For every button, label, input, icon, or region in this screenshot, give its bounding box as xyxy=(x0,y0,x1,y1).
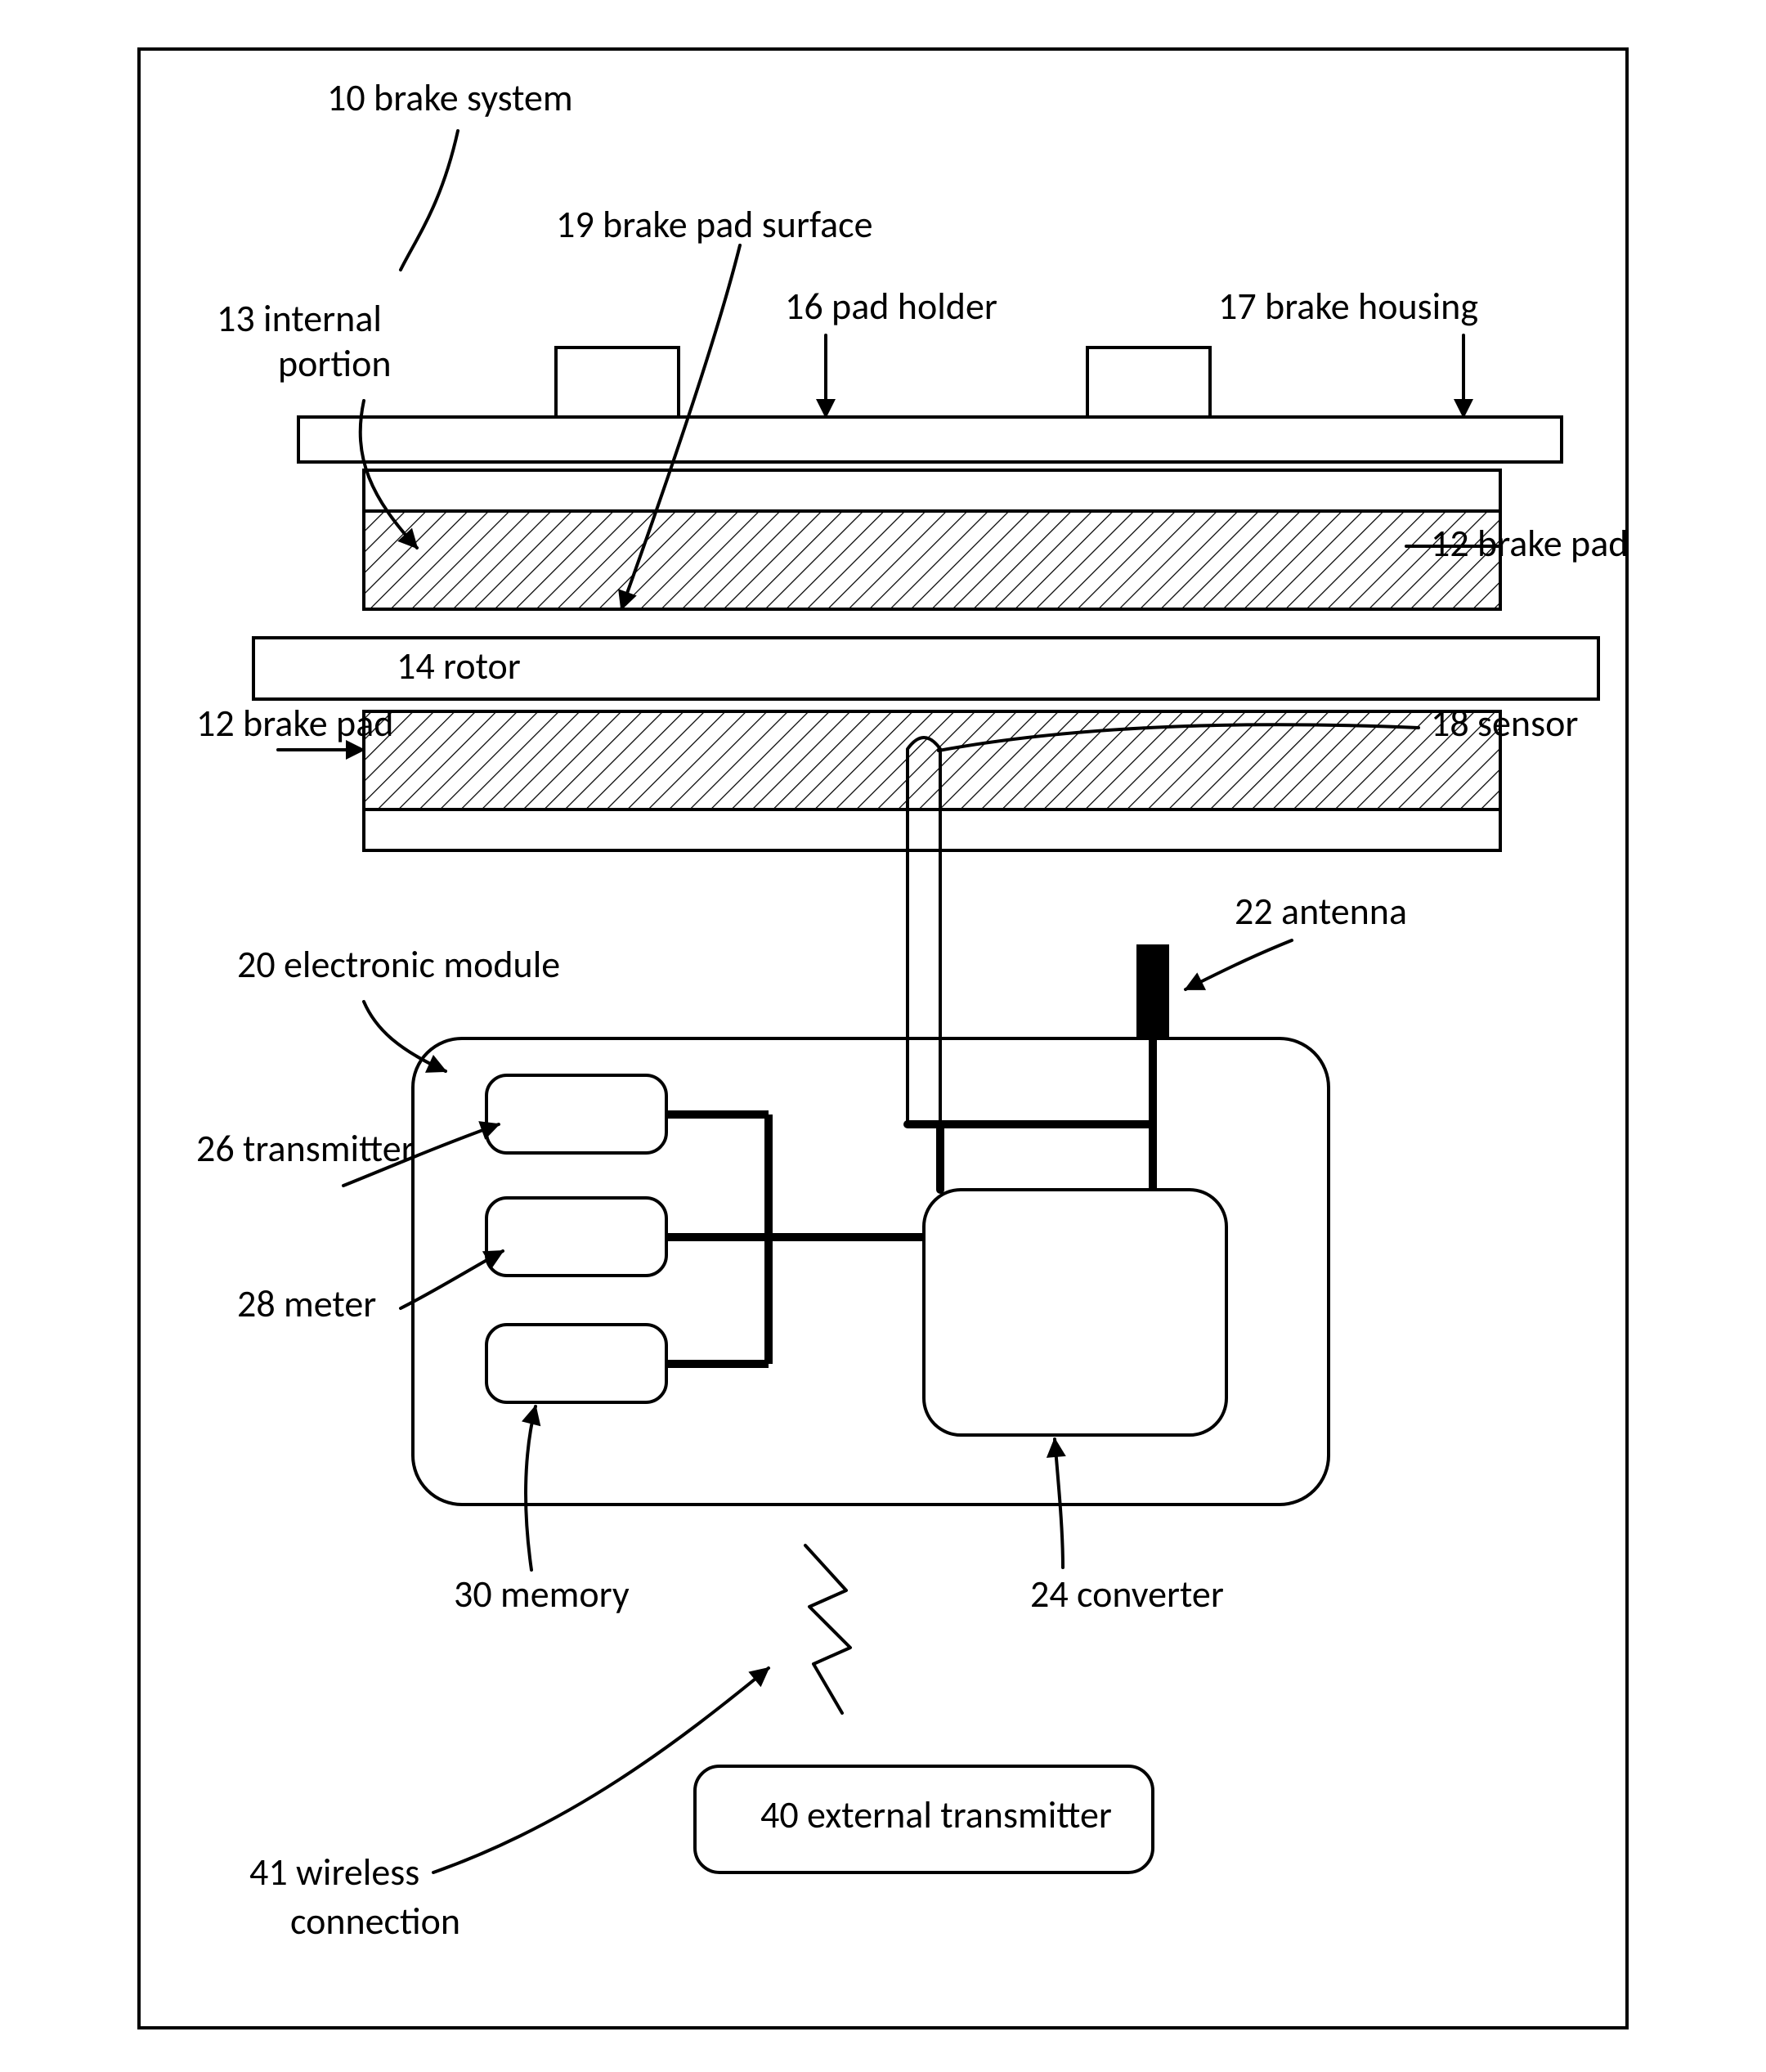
label-l14: 14 rotor xyxy=(397,644,521,689)
converter-block xyxy=(924,1190,1226,1435)
label-l17: 17 brake housing xyxy=(1218,284,1478,330)
label-l12t: 12 brake pad xyxy=(1431,521,1628,567)
upper-holder xyxy=(364,470,1500,511)
label-l19: 19 brake pad surface xyxy=(556,202,873,248)
label-l41a: 41 wireless xyxy=(249,1850,419,1895)
label-l13a: 13 internal xyxy=(217,296,382,342)
pad-holder-lug-left xyxy=(556,348,679,417)
label-l40: 40 external transmitter xyxy=(760,1792,1112,1838)
label-l41b: connection xyxy=(290,1899,460,1944)
leader-l10 xyxy=(401,131,458,270)
leader-l22 xyxy=(1186,940,1292,989)
label-l13b: portion xyxy=(278,341,392,387)
label-l10: 10 brake system xyxy=(327,75,573,121)
label-l28: 28 meter xyxy=(237,1281,376,1327)
label-l30: 30 memory xyxy=(454,1572,630,1617)
memory-block xyxy=(486,1325,666,1402)
label-l18: 18 sensor xyxy=(1431,701,1578,747)
label-l26: 26 transmitter xyxy=(196,1126,415,1172)
pad-holder-lug-right xyxy=(1087,348,1210,417)
antenna xyxy=(1136,944,1169,1038)
wireless-bolt-icon xyxy=(805,1545,850,1713)
label-l22: 22 antenna xyxy=(1235,889,1407,935)
label-l24: 24 converter xyxy=(1030,1572,1224,1617)
lower-holder xyxy=(364,810,1500,850)
brake-pad-upper xyxy=(364,511,1500,609)
pad-holder-plate xyxy=(298,417,1562,462)
label-l12l: 12 brake pad xyxy=(196,701,393,747)
label-l16: 16 pad holder xyxy=(785,284,997,330)
transmitter-block xyxy=(486,1075,666,1153)
label-l20: 20 electronic module xyxy=(237,942,560,988)
meter-block xyxy=(486,1198,666,1276)
